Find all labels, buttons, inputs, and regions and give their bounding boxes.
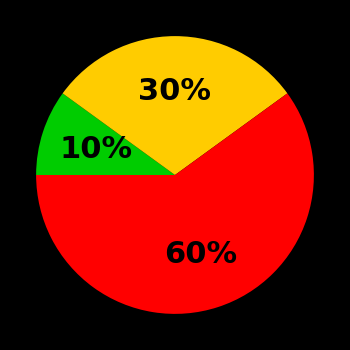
Text: 60%: 60% — [164, 240, 237, 269]
Text: 10%: 10% — [59, 135, 132, 164]
Wedge shape — [63, 36, 287, 175]
Text: 30%: 30% — [139, 77, 211, 106]
Wedge shape — [36, 93, 175, 175]
Wedge shape — [36, 93, 314, 314]
